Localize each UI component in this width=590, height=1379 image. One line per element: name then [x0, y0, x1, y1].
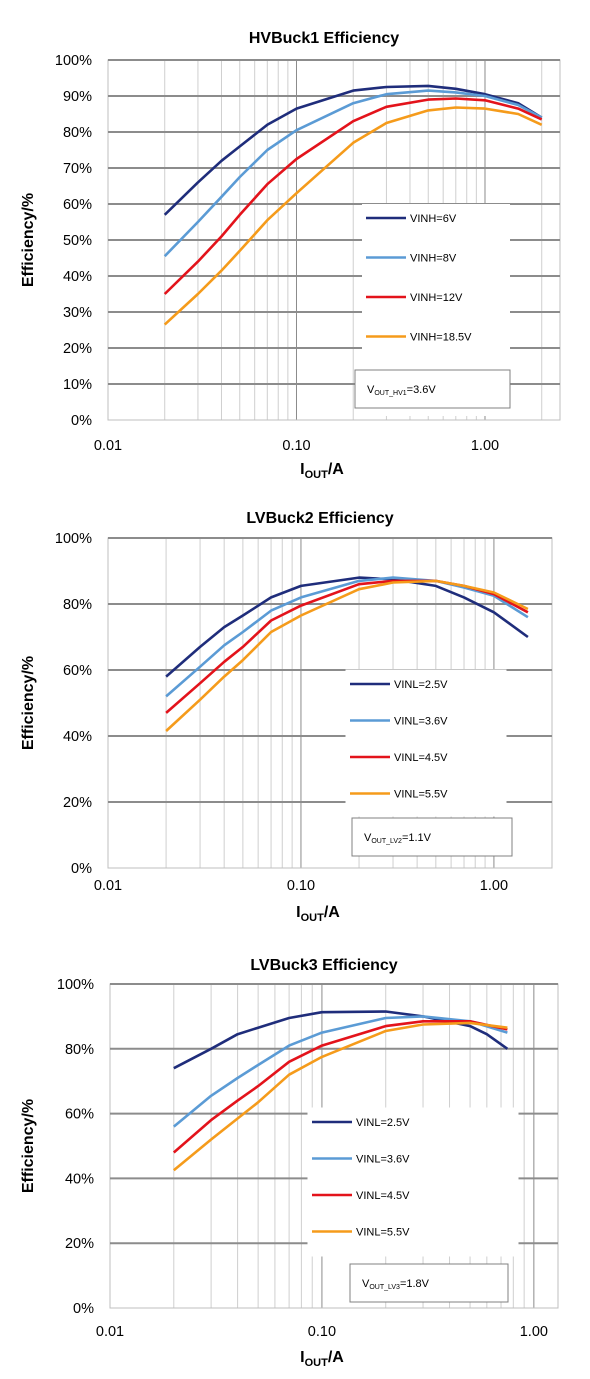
- y-tick-label: 80%: [65, 1042, 94, 1058]
- y-tick-label: 100%: [57, 977, 94, 993]
- y-tick-label: 20%: [63, 795, 92, 811]
- y-tick-label: 50%: [63, 233, 92, 249]
- legend-label: VINH=18.5V: [410, 332, 472, 344]
- vout-note: VOUT_HV1=3.6V: [367, 384, 436, 397]
- series-line-1: [163, 84, 543, 216]
- vout-note-box: [349, 1263, 509, 1303]
- series-line-4: [163, 106, 543, 326]
- y-tick-label: 90%: [63, 89, 92, 105]
- y-tick-label: 0%: [71, 413, 92, 429]
- x-tick-label: 1.00: [471, 438, 499, 454]
- x-axis-label: IOUT/A: [296, 904, 340, 924]
- chart-2: LVBuck2 Efficiency 0% 20% 40% 60% 80% 100% 0.01…: [20, 510, 553, 924]
- x-tick-label: 0.01: [94, 438, 122, 454]
- series-line-1: [173, 1010, 509, 1070]
- y-tick-label: 40%: [65, 1171, 94, 1187]
- legend-label: VINL=3.6V: [394, 716, 448, 728]
- y-tick-label: 80%: [63, 125, 92, 141]
- chart-title: LVBuck2 Efficiency: [246, 510, 393, 527]
- x-tick-label: 0.10: [287, 878, 315, 894]
- y-tick-label: 20%: [65, 1236, 94, 1252]
- vout-note-box: [354, 369, 511, 409]
- series-line-2: [172, 1015, 508, 1128]
- y-axis-label: Efficiency/%: [20, 1099, 37, 1193]
- legend-label: VINL=4.5V: [356, 1190, 410, 1202]
- y-axis-label: Efficiency/%: [20, 193, 37, 287]
- legend-label: VINH=12V: [410, 292, 463, 304]
- legend-label: VINL=2.5V: [394, 679, 448, 691]
- series-line-2: [165, 576, 529, 698]
- x-tick-label: 0.01: [96, 1324, 124, 1340]
- x-tick-label: 0.10: [308, 1324, 336, 1340]
- vout-note: VOUT_LV2=1.1V: [364, 832, 432, 845]
- chart-title: LVBuck3 Efficiency: [250, 957, 397, 974]
- y-tick-label: 30%: [63, 305, 92, 321]
- series-line-3: [163, 97, 543, 295]
- x-axis-label: IOUT/A: [300, 461, 344, 481]
- y-tick-label: 100%: [55, 53, 92, 69]
- series-line-2: [163, 89, 543, 258]
- y-tick-label: 60%: [63, 663, 92, 679]
- vout-note: VOUT_LV3=1.8V: [362, 1278, 430, 1291]
- legend-box: [307, 1107, 519, 1257]
- legend-box: [345, 669, 507, 817]
- legend-label: VINL=5.5V: [394, 789, 448, 801]
- legend-label: VINH=6V: [410, 213, 457, 225]
- y-tick-label: 20%: [63, 341, 92, 357]
- y-tick-label: 0%: [73, 1301, 94, 1317]
- series-line-4: [165, 579, 529, 732]
- y-tick-label: 10%: [63, 377, 92, 393]
- x-tick-label: 1.00: [520, 1324, 548, 1340]
- series-line-1: [165, 576, 529, 678]
- y-tick-label: 80%: [63, 597, 92, 613]
- chart-3: LVBuck3 Efficiency 0% 20% 40% 60% 80% 100% 0.01…: [20, 957, 559, 1369]
- vout-note-box: [351, 817, 513, 857]
- legend-label: VINH=8V: [410, 253, 457, 265]
- y-tick-label: 100%: [55, 531, 92, 547]
- y-tick-label: 70%: [63, 161, 92, 177]
- chart-1: HVBuck1 Efficiency 0% 10% 20% 30% 40% 50% 60% 70…: [20, 30, 561, 481]
- chart-title: HVBuck1 Efficiency: [249, 30, 399, 47]
- legend-label: VINL=5.5V: [356, 1227, 410, 1239]
- legend-label: VINL=3.6V: [356, 1154, 410, 1166]
- x-tick-label: 1.00: [480, 878, 508, 894]
- y-axis-label: Efficiency/%: [20, 656, 37, 750]
- series-line-3: [172, 1019, 508, 1154]
- x-tick-label: 0.10: [282, 438, 310, 454]
- y-tick-label: 60%: [63, 197, 92, 213]
- x-tick-label: 0.01: [94, 878, 122, 894]
- y-tick-label: 40%: [63, 269, 92, 285]
- y-tick-label: 60%: [65, 1107, 94, 1123]
- legend-label: VINL=2.5V: [356, 1117, 410, 1129]
- y-tick-label: 0%: [71, 861, 92, 877]
- x-axis-label: IOUT/A: [300, 1349, 344, 1369]
- series-line-4: [172, 1021, 508, 1172]
- legend-label: VINL=4.5V: [394, 752, 448, 764]
- y-tick-label: 40%: [63, 729, 92, 745]
